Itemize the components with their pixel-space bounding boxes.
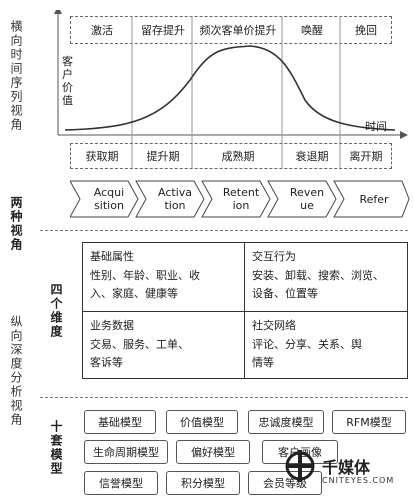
- stage-activate: 激活: [91, 24, 113, 37]
- watermark-site: CNITEYES.COM: [322, 476, 395, 485]
- y-axis-arrow: [54, 10, 62, 14]
- stage-awaken: 唤醒: [301, 24, 323, 37]
- chevron-label-acquisition: Acqui sition: [93, 186, 125, 212]
- stage-decline: 衰退期: [295, 150, 329, 163]
- chevron-revenue: [267, 180, 337, 218]
- y-axis-label: 客户价值: [62, 55, 73, 107]
- dimension-basic-attributes: 基础属性 性别、年龄、职业、收 入、家庭、健康等: [90, 248, 240, 303]
- chevron-label-retention: Retent ion: [222, 186, 260, 212]
- dimension-title: 业务数据: [90, 319, 134, 332]
- model-rfm: RFM模型: [332, 410, 406, 434]
- dimension-line: 情等: [252, 356, 274, 369]
- x-axis-arrow: [400, 131, 408, 139]
- aarrr-chevrons: [70, 180, 410, 218]
- divider-top: [40, 230, 408, 231]
- dimension-interaction: 交互行为 安装、卸载、搜索、浏览、 设备、位置等: [252, 248, 404, 303]
- two-views-label: 两种视角: [9, 196, 23, 252]
- stage-leave: 离开期: [349, 150, 383, 163]
- vertical-view-label: 纵向深度分析视角: [9, 315, 23, 427]
- ten-models-label: 十套模型: [49, 420, 63, 476]
- x-axis-label: 时间: [365, 120, 387, 133]
- chevron-label-revenue: Reven ue: [289, 186, 325, 212]
- dimension-social-network: 社交网络 评论、分享、关系、舆 情等: [252, 317, 404, 372]
- chevron-acquisition: [70, 180, 139, 218]
- value-curve: [64, 45, 396, 131]
- dimension-title: 交互行为: [252, 250, 296, 263]
- chevron-label-activation: Activa tion: [158, 186, 192, 212]
- model-preference: 偏好模型: [176, 440, 250, 464]
- horizontal-view-label: 横向时间序列视角: [9, 20, 23, 132]
- dimension-line: 交易、服务、工单、: [90, 338, 189, 351]
- top-stage-row: 激活 留存提升 频次客单价提升 唤醒 挽回: [70, 16, 392, 44]
- divider-bottom: [40, 397, 408, 398]
- stage-retention-lift: 留存提升: [141, 24, 185, 37]
- dimension-line: 客诉等: [90, 356, 123, 369]
- dimension-line: 安装、卸载、搜索、浏览、: [252, 269, 384, 282]
- chevron-activation: [135, 180, 205, 218]
- model-points: 积分模型: [166, 471, 240, 495]
- model-lifecycle: 生命周期模型: [84, 440, 168, 464]
- dimension-line: 性别、年龄、职业、收: [90, 269, 200, 282]
- dimension-line: 入、家庭、健康等: [90, 287, 178, 300]
- dimension-line: 评论、分享、关系、舆: [252, 338, 362, 351]
- dimension-business-data: 业务数据 交易、服务、工单、 客诉等: [90, 317, 240, 372]
- stage-improve: 提升期: [146, 150, 180, 163]
- watermark-logo: 千媒体 CNITEYES.COM: [282, 444, 410, 494]
- dimension-line: 设备、位置等: [252, 287, 318, 300]
- model-loyalty: 忠诚度模型: [248, 410, 324, 434]
- model-basic: 基础模型: [84, 410, 156, 434]
- lifecycle-curve-chart: [54, 10, 408, 168]
- dimension-title: 基础属性: [90, 250, 134, 263]
- model-credit: 信誉模型: [84, 471, 158, 495]
- watermark-icon: [285, 450, 315, 482]
- dimensions-grid: [82, 242, 408, 379]
- chevron-label-refer: Refer: [359, 192, 389, 206]
- dimension-title: 社交网络: [252, 319, 296, 332]
- dimensions-grid-vline: [244, 242, 245, 379]
- dimensions-grid-hline: [82, 311, 408, 312]
- model-member-level: 会员等级: [248, 471, 322, 495]
- model-value: 价值模型: [166, 410, 238, 434]
- watermark-name: 千媒体: [322, 458, 371, 477]
- stage-acquire: 获取期: [85, 150, 119, 163]
- stage-frequency-lift: 频次客单价提升: [199, 24, 277, 37]
- stage-recover: 挽回: [355, 24, 377, 37]
- bottom-stage-row: 获取期 提升期 成熟期 衰退期 离开期: [70, 143, 392, 169]
- chevron-retention: [201, 180, 271, 218]
- chevron-refer: [333, 180, 410, 218]
- four-dimensions-label: 四个维度: [49, 283, 63, 339]
- stage-mature: 成熟期: [221, 150, 255, 163]
